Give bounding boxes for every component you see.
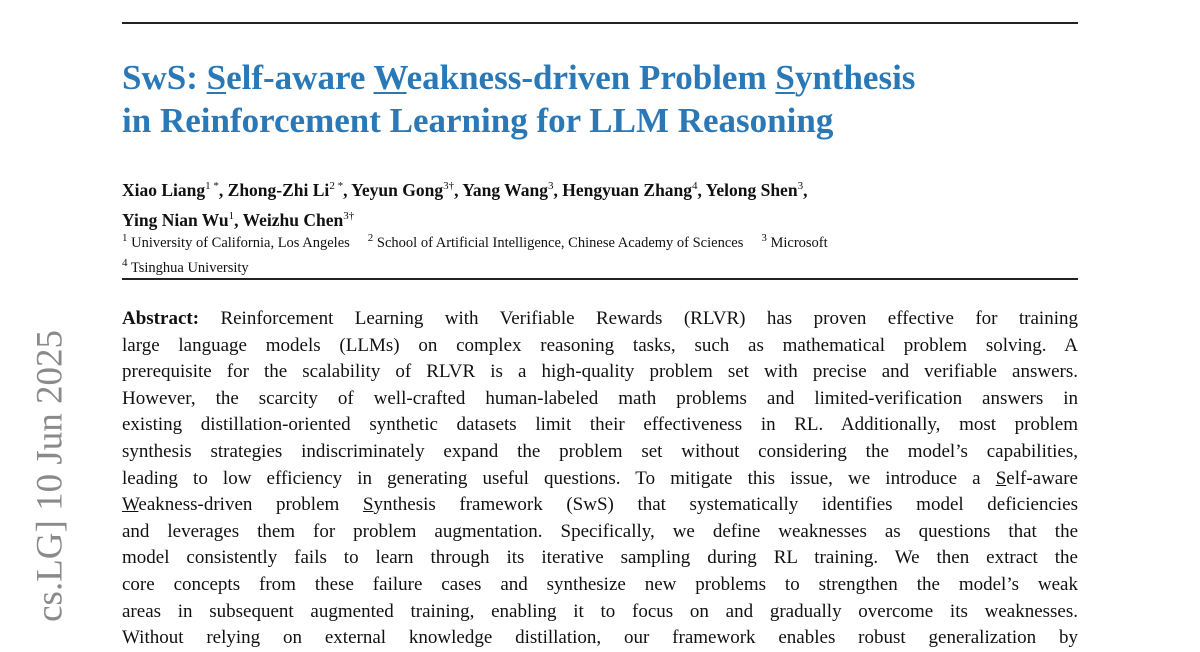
abstract-text: prerequisite for the scalability of RLVR… — [122, 361, 1078, 383]
abstract-text: core concepts from these failure cases a… — [122, 573, 1078, 595]
abstract-text: Reinforcement Learning with Verifiable R… — [199, 308, 1078, 329]
abstract-text: However, the scarcity of well-crafted hu… — [122, 387, 1078, 409]
author: Yelong Shen3 — [706, 180, 803, 200]
abstract-line: Abstract: Reinforcement Learning with Ve… — [122, 306, 1078, 333]
author-affiliation-mark: 3† — [443, 180, 455, 192]
author-name: Yang Wang — [462, 179, 548, 200]
paper-title: SwS: Self-aware Weakness-driven Problem … — [122, 56, 1082, 142]
author-name: Yelong Shen — [705, 179, 798, 200]
affiliations: 1 University of California, Los Angeles 2… — [122, 228, 1082, 278]
affiliation: 3 Microsoft — [761, 232, 828, 251]
affiliation-name: University of California, Los Angeles — [131, 234, 350, 251]
abstract-line: However, the scarcity of well-crafted hu… — [122, 386, 1078, 413]
title-segment: ynthesis — [794, 58, 916, 97]
affiliation-name: Tsinghua University — [130, 259, 249, 276]
top-rule — [122, 22, 1078, 24]
affiliation: 4 Tsinghua University — [122, 256, 249, 276]
abstract-text: and leverages them for problem augmentat… — [122, 520, 1078, 542]
author-affiliation-mark: 3† — [343, 209, 355, 222]
abstract-line: large language models (LLMs) on complex … — [122, 333, 1078, 360]
affiliation-number: 3 — [761, 232, 767, 244]
affiliation: 1 University of California, Los Angeles — [122, 232, 350, 251]
author: Yeyun Gong3† — [351, 180, 454, 200]
author-name: Yeyun Gong — [351, 179, 444, 200]
abstract-line: Weakness-driven problem Synthesis framew… — [122, 492, 1078, 519]
author: Weizhu Chen3† — [243, 210, 355, 230]
abstract-line: existing distillation-oriented synthetic… — [122, 412, 1078, 439]
affiliation-number: 2 — [367, 232, 374, 244]
author: Ying Nian Wu1 — [122, 210, 234, 230]
abstract-line: leading to low efficiency in generating … — [122, 466, 1078, 493]
header-rule — [122, 278, 1078, 280]
title-line-1: SwS: Self-aware Weakness-driven Problem … — [122, 56, 1082, 99]
title-segment: SwS: — [122, 58, 207, 97]
author-name: Weizhu Chen — [242, 209, 344, 230]
title-segment: elf-aware — [226, 58, 374, 97]
abstract-text: existing distillation-oriented synthetic… — [122, 414, 1078, 436]
affiliation-name: School of Artificial Intelligence, Chine… — [376, 234, 744, 251]
abstract-text: large language models (LLMs) on complex … — [122, 334, 1078, 356]
affiliation-name: Microsoft — [770, 234, 828, 251]
abstract-text: eakness-driven problem — [138, 494, 363, 516]
author: Zhong-Zhi Li2 * — [228, 180, 343, 200]
arxiv-stamp: cs.LG] 10 Jun 2025 — [29, 330, 71, 622]
author-affiliation-mark: 3 — [547, 180, 554, 192]
abstract-text: leading to low efficiency in generating … — [122, 467, 996, 489]
underlined-initial: W — [122, 494, 139, 516]
author-name: Xiao Liang — [122, 179, 206, 200]
title-segment: eakness-driven Problem — [406, 58, 776, 97]
author: Xiao Liang1 * — [122, 180, 219, 200]
affiliation-number: 1 — [122, 232, 128, 244]
abstract-text: areas in subsequent augmented training, … — [122, 600, 1078, 622]
author-affiliation-mark: 4 — [692, 180, 698, 192]
affiliation-number: 4 — [122, 256, 128, 269]
author-name: Hengyuan Zhang — [562, 179, 693, 200]
abstract-line: prerequisite for the scalability of RLVR… — [122, 359, 1078, 386]
abstract-text: Without relying on external knowledge di… — [122, 627, 1078, 649]
author-affiliation-mark: 3 — [797, 180, 804, 192]
underlined-initial: S — [775, 58, 795, 97]
abstract-line: and leverages them for problem augmentat… — [122, 519, 1078, 546]
abstract-line: areas in subsequent augmented training, … — [122, 599, 1078, 626]
affiliation: 2 School of Artificial Intelligence, Chi… — [367, 232, 744, 251]
title-line-2: in Reinforcement Learning for LLM Reason… — [122, 101, 834, 140]
abstract-text: elf-aware — [1006, 467, 1078, 489]
author-list: Xiao Liang1 *, Zhong-Zhi Li2 *, Yeyun Go… — [122, 179, 808, 230]
author-affiliation-mark: 2 * — [329, 180, 344, 192]
underlined-initial: S — [362, 494, 374, 516]
underlined-initial: S — [206, 58, 227, 97]
underlined-initial: W — [373, 58, 407, 97]
abstract: Abstract: Reinforcement Learning with Ve… — [122, 306, 1078, 652]
abstract-text: synthesis strategies indiscriminately ex… — [122, 440, 1078, 462]
abstract-text: model consistently fails to learn throug… — [122, 547, 1078, 569]
abstract-label: Abstract: — [122, 308, 200, 329]
author-name: Ying Nian Wu — [122, 209, 229, 230]
abstract-line: synthesis strategies indiscriminately ex… — [122, 439, 1078, 466]
author-affiliation-mark: 1 * — [205, 180, 219, 192]
abstract-line: model consistently fails to learn throug… — [122, 545, 1078, 572]
author-affiliation-mark: 1 — [228, 209, 235, 222]
abstract-line: core concepts from these failure cases a… — [122, 572, 1078, 599]
author: Yang Wang3 — [462, 180, 553, 200]
abstract-line: Without relying on external knowledge di… — [122, 625, 1078, 652]
author-name: Zhong-Zhi Li — [227, 179, 330, 200]
author: Hengyuan Zhang4 — [562, 180, 697, 200]
abstract-text: ynthesis framework (SwS) that systematic… — [373, 494, 1079, 516]
underlined-initial: S — [995, 467, 1007, 489]
